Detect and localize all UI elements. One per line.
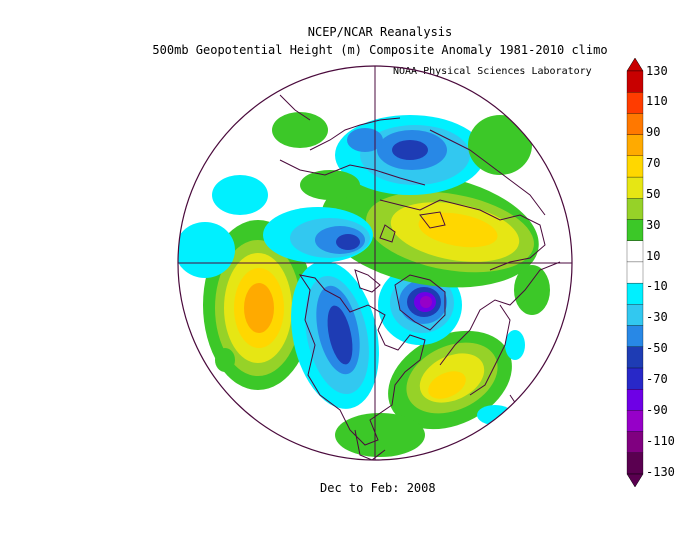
colorbar-segment <box>626 431 644 453</box>
colorbar-label: 30 <box>646 218 661 232</box>
colorbar-segment <box>626 410 644 432</box>
credit-text: NOAA Physical Sciences Laboratory <box>393 66 592 77</box>
colorbar-segment <box>626 198 644 220</box>
colorbar-segment <box>626 240 644 263</box>
colorbar-segment <box>626 304 644 326</box>
colorbar-label: -130 <box>646 465 675 479</box>
colorbar-segment <box>626 113 644 135</box>
colorbar-label: -110 <box>646 434 675 448</box>
colorbar-bottom-arrow <box>626 473 644 488</box>
colorbar-label: 70 <box>646 156 661 170</box>
colorbar-segment <box>626 346 644 369</box>
globe-outline <box>177 65 573 461</box>
colorbar-label: -10 <box>646 279 668 293</box>
colorbar-segment <box>626 282 644 305</box>
colorbar-label: 110 <box>646 94 668 108</box>
colorbar-segment <box>626 452 644 475</box>
colorbar-label: -70 <box>646 372 668 386</box>
colorbar-label: 130 <box>646 64 668 78</box>
map-title: NCEP/NCAR Reanalysis <box>307 25 453 39</box>
colorbar <box>624 57 646 492</box>
colorbar-scale <box>626 57 644 488</box>
graticule-lines <box>178 66 572 460</box>
colorbar-segment <box>626 134 644 156</box>
colorbar-segment <box>626 219 644 241</box>
colorbar-label: 90 <box>646 125 661 139</box>
anomaly-field <box>178 112 550 457</box>
colorbar-label: -30 <box>646 310 668 324</box>
coastlines <box>279 94 561 460</box>
colorbar-segment <box>626 261 644 284</box>
colorbar-segment <box>626 92 644 114</box>
map-subtitle: 500mb Geopotential Height (m) Composite … <box>152 43 608 57</box>
colorbar-label: -50 <box>646 341 668 355</box>
colorbar-label: -90 <box>646 403 668 417</box>
colorbar-segment <box>626 70 644 93</box>
colorbar-label: 10 <box>646 249 661 263</box>
colorbar-segment <box>626 155 644 178</box>
colorbar-segment <box>626 325 644 347</box>
colorbar-top-arrow <box>626 57 644 72</box>
colorbar-segment <box>626 367 644 390</box>
colorbar-label: 50 <box>646 187 661 201</box>
colorbar-segment <box>626 176 644 199</box>
colorbar-segment <box>626 389 644 411</box>
time-period: Dec to Feb: 2008 <box>320 481 436 495</box>
